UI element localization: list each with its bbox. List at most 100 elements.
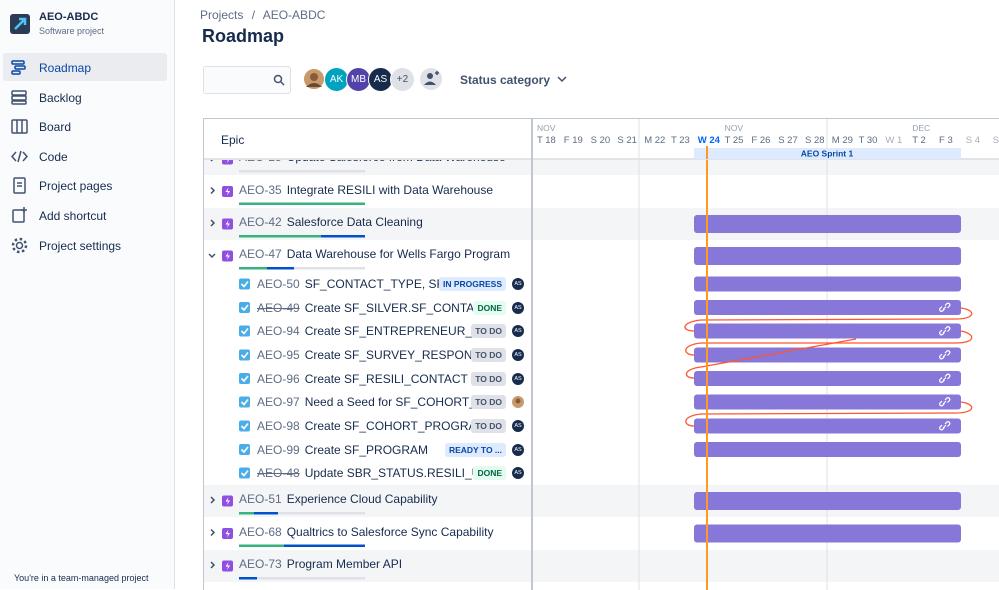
issue-key[interactable]: AEO-96 <box>257 371 300 386</box>
status-lozenge: TO DO <box>471 324 506 338</box>
issue-key[interactable]: AEO-48 <box>257 466 300 480</box>
issue-key[interactable]: AEO-97 <box>257 395 300 409</box>
rows: AEO-25 Update Salesforce from Data Wareho… <box>204 160 999 590</box>
link-icon <box>939 326 951 336</box>
status-filter[interactable]: Status category <box>460 73 567 87</box>
nav-item[interactable]: Project pages <box>3 171 167 199</box>
issue-key[interactable]: AEO-94 <box>257 324 300 338</box>
row-text: AEO-96 Create SF_RESILI_CONTACT <box>257 372 468 386</box>
assignee-avatar: AS <box>512 372 524 385</box>
story-check <box>240 375 249 383</box>
page-title: Roadmap <box>202 26 285 46</box>
assignee-photo-face <box>515 398 521 404</box>
issue-key[interactable]: AEO-35 <box>239 182 282 197</box>
day-label: W 24 <box>698 135 721 146</box>
nav-label: Code <box>39 150 68 164</box>
row-text: AEO-49 Create SF_SILVER.SF_CONTACT, ... <box>257 301 506 315</box>
row-text: AEO-98 Create SF_COHORT_PROGRAM_... <box>257 419 503 433</box>
progress-in-progress <box>254 512 278 515</box>
sidebar: AEO-ABDC Software project Roadmap Backlog… <box>0 0 175 589</box>
avatar-photo[interactable] <box>302 67 326 91</box>
timeline: NOV NOV DEC T 18 F 19 S 20 S 21 M 22 T 23 W 24 T 2… <box>204 119 999 590</box>
nav-item[interactable]: Backlog <box>3 83 167 111</box>
epic-bolt <box>225 562 230 570</box>
column-header: Epic <box>221 133 245 147</box>
nav-label: Roadmap <box>39 61 92 75</box>
nav-item[interactable]: Project settings <box>3 231 167 259</box>
story-icon <box>239 302 250 313</box>
story-icon <box>239 420 250 432</box>
row-text: AEO-99 Create SF_PROGRAM <box>257 443 428 457</box>
add-people[interactable] <box>419 67 443 91</box>
epic-bolt <box>225 497 230 505</box>
roadmap-bar <box>694 394 961 410</box>
progress-track <box>239 577 365 580</box>
story-icon <box>239 349 250 361</box>
issue-key[interactable]: AEO-98 <box>257 419 300 433</box>
day-label: S 21 <box>617 135 637 146</box>
issue-key[interactable]: AEO-99 <box>257 442 300 457</box>
progress-in-progress <box>284 544 365 547</box>
roadmap-table: NOV NOV DEC T 18 F 19 S 20 S 21 M 22 T 23 W 24 T 2… <box>203 118 999 590</box>
row-text: AEO-68 Qualtrics to Salesforce Sync Capab… <box>239 525 493 539</box>
story-icon <box>239 467 250 479</box>
issue-key[interactable]: AEO-68 <box>239 524 282 539</box>
roadmap-bar <box>694 300 961 315</box>
issue-key[interactable]: AEO-47 <box>239 247 282 261</box>
nav-item[interactable]: Add shortcut <box>3 201 167 229</box>
issue-summary: Qualtrics to Salesforce Sync Capability <box>286 524 494 539</box>
story-icon <box>239 325 250 337</box>
assignee-avatar: AS <box>512 301 524 314</box>
nav-item[interactable]: Board <box>3 112 167 140</box>
epic-bolt <box>227 160 229 163</box>
nav-label: Board <box>39 120 72 134</box>
roadmap-bar <box>694 524 961 543</box>
day-label: F 19 <box>564 135 583 146</box>
day-label: M 22 <box>644 135 665 146</box>
roadmap-bar <box>694 492 961 510</box>
project-name: AEO-ABDC <box>39 11 99 23</box>
issue-summary: Create SF_PROGRAM <box>304 442 429 457</box>
roadmap-bar <box>694 347 961 363</box>
nav-label: Project pages <box>39 179 113 193</box>
nav-icon <box>13 177 26 194</box>
story-check <box>240 423 249 430</box>
issue-key[interactable]: AEO-95 <box>257 348 300 362</box>
nav-item[interactable]: Roadmap <box>3 53 167 81</box>
story-check <box>240 328 249 335</box>
link-icon <box>939 397 951 407</box>
avatar[interactable]: +2 <box>390 67 415 92</box>
issue-key[interactable]: AEO-51 <box>239 492 282 506</box>
nav-item[interactable]: Code <box>3 142 167 170</box>
row-text: AEO-35 Integrate RESILI with Data Warehou… <box>239 183 493 197</box>
breadcrumb[interactable]: AEO-ABDC <box>262 8 326 22</box>
search-box[interactable] <box>203 66 291 94</box>
row-graphics <box>204 160 999 590</box>
issue-key[interactable]: AEO-25 <box>239 160 282 164</box>
assignee-avatar: AS <box>512 443 524 456</box>
day-label: T 23 <box>671 135 690 146</box>
issue-key[interactable]: AEO-42 <box>239 215 282 229</box>
sprint-bg <box>694 148 961 159</box>
nav-icon <box>11 150 28 163</box>
roadmap-bar <box>694 371 961 386</box>
day-label: S 20 <box>591 135 611 146</box>
progress-done <box>239 202 365 205</box>
issue-key[interactable]: AEO-73 <box>239 557 282 571</box>
issue-key[interactable]: AEO-50 <box>257 277 300 291</box>
day-label: T 2 <box>912 135 926 146</box>
story-check <box>240 281 249 288</box>
row-text: AEO-73 Program Member API <box>239 557 402 571</box>
breadcrumb[interactable]: Projects <box>200 8 244 22</box>
progress-track <box>239 512 365 515</box>
breadcrumbs: Projects / AEO-ABDC <box>200 8 325 22</box>
progress-track <box>239 267 365 270</box>
issue-summary: Update Salesforce from Data Warehouse <box>287 160 506 164</box>
progress-in-progress <box>321 235 365 238</box>
issue-key[interactable]: AEO-49 <box>257 300 300 315</box>
roadmap-bar <box>694 418 961 434</box>
issue-summary: Data Warehouse for Wells Fargo Program <box>286 247 511 261</box>
story-icon <box>239 396 250 408</box>
day-label: S <box>993 135 999 146</box>
